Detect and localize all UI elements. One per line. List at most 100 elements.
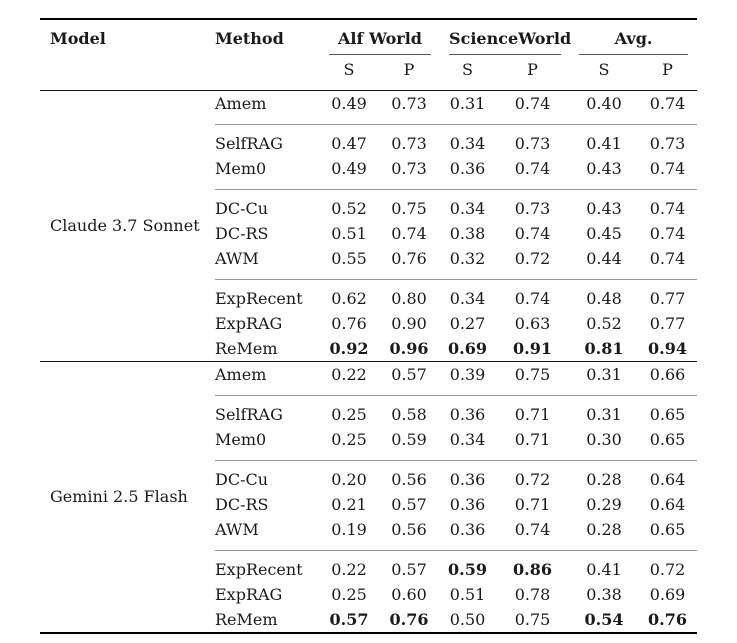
metric-cell: 0.76 (648, 609, 688, 629)
metric-cell: 0.73 (495, 123, 571, 156)
metric-cell: 0.81 (584, 338, 624, 358)
metric-cell: 0.50 (449, 609, 486, 629)
metric-cell: 0.54 (584, 609, 624, 629)
metric-cell: 0.74 (638, 188, 698, 221)
metric-cell: 0.48 (570, 278, 639, 311)
metric-cell: 0.36 (449, 519, 486, 539)
metric-cell: 0.36 (449, 158, 486, 178)
results-table: Model Method Alf World ScienceWorld Avg.… (40, 18, 698, 634)
metric-cell: 0.36 (440, 394, 496, 427)
metric-cell: 0.74 (514, 519, 551, 539)
metric-cell: 0.51 (449, 584, 486, 604)
table-row: DC-RS 0.21 0.57 0.36 0.71 0.29 0.64 (40, 492, 697, 517)
table-row: Gemini 2.5 Flash Amem 0.22 0.57 0.39 0.7… (40, 362, 697, 505)
metric-cell: 0.77 (649, 313, 686, 333)
table-row: ReMem 0.92 0.96 0.69 0.91 0.81 0.94 (40, 336, 697, 362)
table-row: Mem0 0.49 0.73 0.36 0.74 0.43 0.74 (40, 156, 697, 189)
method-cell: SelfRAG (215, 123, 320, 156)
metric-cell: 0.22 (331, 364, 367, 384)
metric-cell: 0.63 (514, 313, 551, 333)
metric-cell: 0.52 (586, 313, 622, 333)
model-group-claude: Claude 3.7 Sonnet Amem 0.49 0.73 0.31 0.… (40, 91, 698, 362)
metric-cell: 0.40 (586, 93, 622, 113)
metric-cell: 0.32 (449, 248, 486, 268)
method-cell: ExpRecent (215, 278, 320, 311)
metric-cell: 0.31 (570, 394, 639, 427)
group-label-alfworld: Alf World (329, 30, 432, 55)
metric-cell: 0.77 (638, 278, 698, 311)
metric-cell: 0.21 (331, 494, 367, 514)
method-cell: SelfRAG (215, 394, 320, 427)
metric-cell: 0.34 (440, 278, 496, 311)
metric-cell: 0.80 (378, 278, 441, 311)
col-group-scienceworld: ScienceWorld (440, 19, 571, 55)
table-row: ExpRecent 0.62 0.80 0.34 0.74 0.48 0.77 (40, 278, 698, 311)
metric-cell: 0.74 (649, 248, 686, 268)
metric-cell: 0.55 (331, 248, 367, 268)
table-row: SelfRAG 0.25 0.58 0.36 0.71 0.31 0.65 (40, 394, 698, 427)
metric-cell: 0.25 (331, 429, 367, 449)
metric-cell: 0.56 (378, 459, 441, 492)
metric-cell: 0.38 (449, 223, 486, 243)
metric-cell: 0.59 (440, 549, 496, 582)
method-cell: Mem0 (215, 158, 267, 178)
metric-cell: 0.57 (329, 609, 369, 629)
metric-cell: 0.74 (391, 223, 427, 243)
table-row: AWM 0.19 0.56 0.36 0.74 0.28 0.65 (40, 517, 697, 550)
header-row-groups: Model Method Alf World ScienceWorld Avg. (40, 19, 697, 55)
metric-cell: 0.39 (449, 364, 486, 384)
metric-cell: 0.64 (638, 459, 698, 492)
table-row: Mem0 0.25 0.59 0.34 0.71 0.30 0.65 (40, 427, 697, 460)
group-label-scienceworld: ScienceWorld (449, 30, 571, 55)
metric-cell: 0.25 (331, 584, 367, 604)
metric-cell: 0.94 (648, 338, 688, 358)
metric-cell: 0.29 (586, 494, 622, 514)
method-cell: ExpRAG (215, 584, 283, 604)
metric-cell: 0.28 (570, 459, 639, 492)
subcol-scienceworld-s: S (462, 60, 473, 79)
metric-cell: 0.52 (320, 188, 378, 221)
metric-cell: 0.75 (514, 609, 551, 629)
metric-cell: 0.65 (649, 429, 686, 449)
metric-cell: 0.49 (331, 93, 367, 113)
metric-cell: 0.19 (331, 519, 367, 539)
metric-cell: 0.75 (378, 188, 441, 221)
method-cell: Amem (215, 364, 267, 384)
metric-cell: 0.72 (514, 248, 551, 268)
subcol-avg-p: P (662, 60, 673, 79)
metric-cell: 0.76 (389, 609, 429, 629)
metric-cell: 0.58 (378, 394, 441, 427)
subcol-avg-s: S (598, 60, 610, 79)
method-cell: AWM (215, 248, 259, 268)
metric-cell: 0.51 (331, 223, 367, 243)
table-row: ExpRecent 0.22 0.57 0.59 0.86 0.41 0.72 (40, 549, 698, 582)
metric-cell: 0.74 (514, 223, 551, 243)
metric-cell: 0.47 (320, 123, 378, 156)
metric-cell: 0.57 (391, 494, 427, 514)
metric-cell: 0.78 (514, 584, 551, 604)
metric-cell: 0.60 (391, 584, 427, 604)
metric-cell: 0.57 (378, 549, 441, 582)
metric-cell: 0.22 (320, 549, 378, 582)
metric-cell: 0.27 (449, 313, 486, 333)
metric-cell: 0.73 (391, 93, 427, 113)
col-header-model: Model (50, 29, 106, 48)
method-cell: DC-RS (215, 223, 269, 243)
model-group-gemini: Gemini 2.5 Flash Amem 0.22 0.57 0.39 0.7… (40, 361, 698, 634)
metric-cell: 0.30 (586, 429, 622, 449)
header-row-subcols: S P S P S P (40, 55, 697, 91)
metric-cell: 0.66 (649, 364, 686, 384)
table-row: DC-RS 0.51 0.74 0.38 0.74 0.45 0.74 (40, 221, 697, 246)
model-cell: Claude 3.7 Sonnet (50, 216, 200, 235)
method-cell: ReMem (215, 609, 278, 629)
col-header-method: Method (215, 29, 284, 48)
metric-cell: 0.65 (649, 519, 686, 539)
metric-cell: 0.62 (320, 278, 378, 311)
metric-cell: 0.64 (649, 494, 686, 514)
metric-cell: 0.31 (449, 93, 486, 113)
metric-cell: 0.74 (649, 93, 686, 113)
metric-cell: 0.25 (320, 394, 378, 427)
metric-cell: 0.34 (440, 123, 496, 156)
metric-cell: 0.73 (378, 123, 441, 156)
table-row: SelfRAG 0.47 0.73 0.34 0.73 0.41 0.73 (40, 123, 698, 156)
